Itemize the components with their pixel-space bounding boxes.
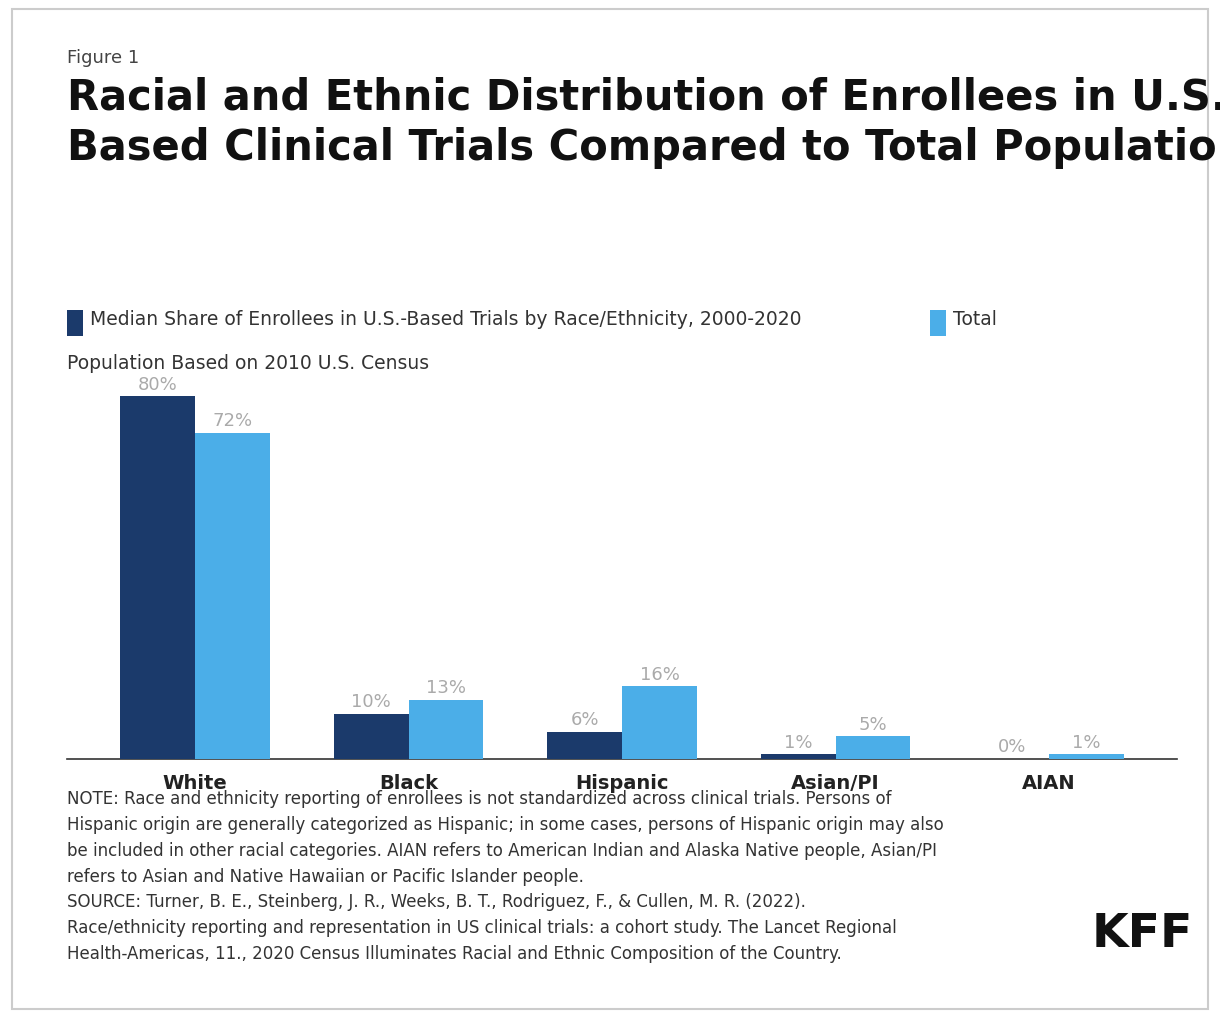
Text: Figure 1: Figure 1 — [67, 49, 139, 67]
Bar — [1049, 755, 1124, 759]
Text: 1%: 1% — [1072, 733, 1100, 751]
Bar — [622, 687, 697, 759]
Text: Racial and Ethnic Distribution of Enrollees in U.S.-
Based Clinical Trials Compa: Racial and Ethnic Distribution of Enroll… — [67, 76, 1220, 168]
Text: 0%: 0% — [998, 738, 1026, 755]
Bar — [548, 732, 622, 759]
Bar — [836, 737, 910, 759]
Text: 13%: 13% — [426, 679, 466, 697]
Bar — [761, 755, 836, 759]
Bar — [121, 396, 195, 759]
Text: 10%: 10% — [351, 692, 392, 710]
Text: Total: Total — [953, 310, 997, 328]
Text: NOTE: Race and ethnicity reporting of enrollees is not standardized across clini: NOTE: Race and ethnicity reporting of en… — [67, 790, 944, 962]
Bar — [409, 700, 483, 759]
Bar — [195, 433, 270, 759]
Text: 16%: 16% — [639, 665, 680, 683]
Text: KFF: KFF — [1092, 911, 1193, 956]
Text: 72%: 72% — [212, 412, 253, 429]
Text: 6%: 6% — [571, 710, 599, 729]
Text: 5%: 5% — [859, 715, 887, 733]
Text: Median Share of Enrollees in U.S.-Based Trials by Race/Ethnicity, 2000-2020: Median Share of Enrollees in U.S.-Based … — [90, 310, 802, 328]
Bar — [334, 714, 409, 759]
Text: 1%: 1% — [784, 733, 813, 751]
Text: 80%: 80% — [138, 375, 178, 393]
Text: Population Based on 2010 U.S. Census: Population Based on 2010 U.S. Census — [67, 354, 429, 373]
